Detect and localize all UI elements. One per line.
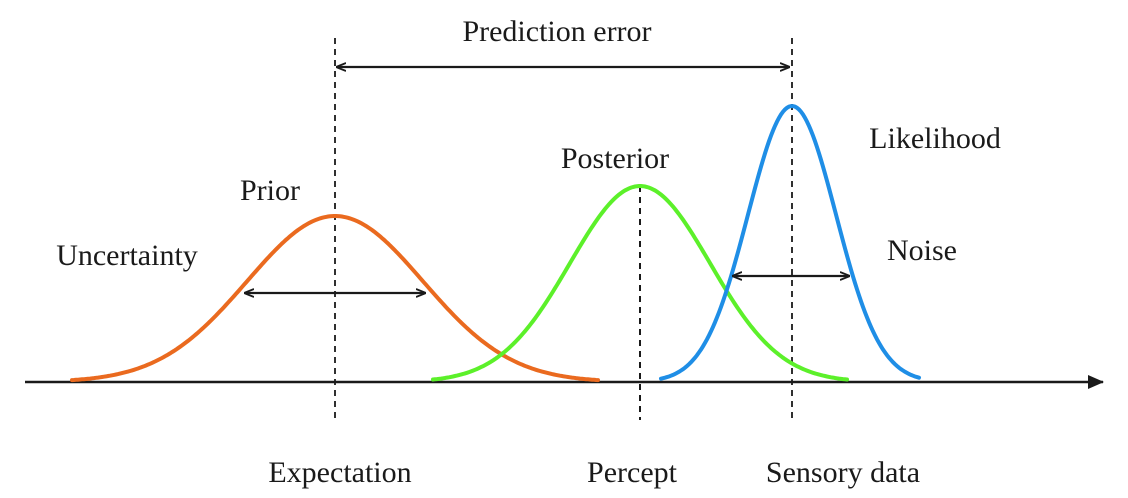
likelihood-label: Likelihood — [869, 122, 1001, 155]
noise-label: Noise — [887, 234, 957, 267]
posterior-curve — [431, 184, 849, 382]
prior-label: Prior — [240, 174, 300, 207]
prior-curve — [70, 214, 600, 383]
uncertainty-label: Uncertainty — [56, 239, 198, 272]
percept-label: Percept — [587, 456, 678, 489]
posterior-label: Posterior — [561, 142, 669, 175]
expectation-label: Expectation — [268, 456, 411, 489]
sensory-data-label: Sensory data — [766, 456, 920, 489]
prediction-error-label: Prediction error — [462, 15, 651, 48]
likelihood-curve — [659, 104, 921, 381]
